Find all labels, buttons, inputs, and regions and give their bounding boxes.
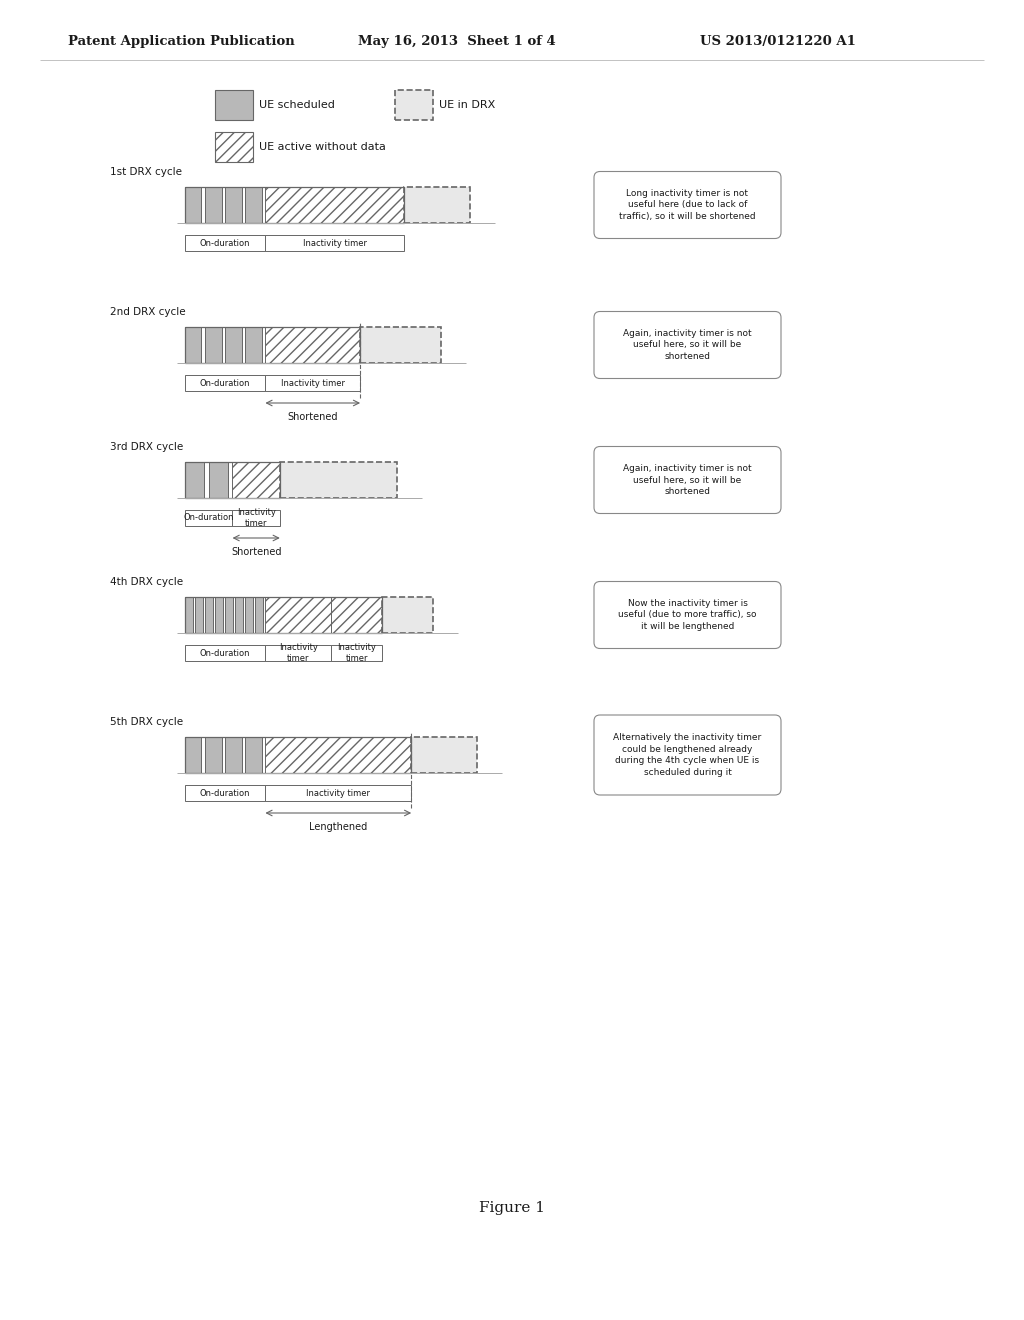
Bar — [185, 187, 202, 223]
Bar — [225, 187, 242, 223]
Bar — [245, 597, 254, 634]
Text: Alternatively the inactivity timer
could be lengthened already
during the 4th cy: Alternatively the inactivity timer could… — [613, 733, 762, 777]
Bar — [209, 462, 228, 498]
Bar — [265, 375, 360, 391]
Text: May 16, 2013  Sheet 1 of 4: May 16, 2013 Sheet 1 of 4 — [358, 36, 556, 49]
Bar — [232, 462, 280, 498]
Text: Inactivity
timer: Inactivity timer — [337, 643, 376, 663]
Bar — [265, 187, 404, 223]
Bar — [205, 737, 221, 774]
Bar — [185, 327, 202, 363]
Text: Inactivity
timer: Inactivity timer — [279, 643, 317, 663]
Bar — [395, 90, 433, 120]
Bar — [215, 597, 223, 634]
Text: Shortened: Shortened — [231, 546, 282, 557]
Text: 3rd DRX cycle: 3rd DRX cycle — [110, 442, 183, 451]
Text: 2nd DRX cycle: 2nd DRX cycle — [110, 308, 185, 317]
Bar — [280, 462, 396, 498]
Text: Inactivity timer: Inactivity timer — [281, 379, 345, 388]
FancyBboxPatch shape — [594, 446, 781, 513]
Text: Lengthened: Lengthened — [309, 822, 368, 832]
Bar — [360, 327, 440, 363]
Text: On-duration: On-duration — [200, 239, 251, 248]
Text: UE scheduled: UE scheduled — [259, 100, 335, 110]
Text: Shortened: Shortened — [288, 412, 338, 422]
Bar — [185, 187, 404, 223]
Text: Patent Application Publication: Patent Application Publication — [68, 36, 295, 49]
Bar — [255, 597, 263, 634]
Bar — [185, 597, 382, 634]
Text: Inactivity timer: Inactivity timer — [303, 239, 367, 248]
Bar — [265, 645, 331, 661]
Text: Long inactivity timer is not
useful here (due to lack of
traffic), so it will be: Long inactivity timer is not useful here… — [620, 189, 756, 222]
Bar — [185, 375, 265, 391]
Bar — [265, 235, 404, 251]
Bar — [265, 597, 331, 634]
Bar — [185, 785, 265, 801]
Text: US 2013/0121220 A1: US 2013/0121220 A1 — [700, 36, 856, 49]
Text: Inactivity timer: Inactivity timer — [306, 788, 371, 797]
FancyBboxPatch shape — [594, 582, 781, 648]
Text: 1st DRX cycle: 1st DRX cycle — [110, 168, 182, 177]
Bar — [185, 462, 280, 498]
FancyBboxPatch shape — [594, 172, 781, 239]
Bar — [185, 737, 202, 774]
Bar — [205, 597, 213, 634]
Bar — [245, 187, 262, 223]
Bar — [185, 645, 265, 661]
Bar — [245, 737, 262, 774]
Bar — [215, 90, 253, 120]
Bar — [265, 737, 412, 774]
Bar — [195, 597, 204, 634]
Text: On-duration: On-duration — [200, 379, 251, 388]
Text: UE in DRX: UE in DRX — [439, 100, 496, 110]
Text: Figure 1: Figure 1 — [479, 1201, 545, 1214]
Text: Again, inactivity timer is not
useful here, so it will be
shortened: Again, inactivity timer is not useful he… — [624, 329, 752, 362]
Bar — [225, 327, 242, 363]
Bar — [205, 187, 221, 223]
Bar — [265, 327, 360, 363]
Text: Inactivity
timer: Inactivity timer — [237, 508, 275, 528]
Bar — [404, 187, 470, 223]
Bar — [205, 327, 221, 363]
Bar — [185, 597, 194, 634]
Bar — [236, 597, 244, 634]
FancyBboxPatch shape — [594, 715, 781, 795]
Bar — [185, 327, 360, 363]
Bar — [185, 737, 412, 774]
Bar — [185, 462, 205, 498]
Bar — [185, 235, 265, 251]
Text: On-duration: On-duration — [200, 648, 251, 657]
Text: On-duration: On-duration — [200, 788, 251, 797]
FancyBboxPatch shape — [594, 312, 781, 379]
Text: Again, inactivity timer is not
useful here, so it will be
shortened: Again, inactivity timer is not useful he… — [624, 463, 752, 496]
Bar — [382, 597, 433, 634]
Bar — [412, 737, 477, 774]
Bar — [215, 132, 253, 162]
Bar — [185, 510, 232, 525]
Bar — [232, 510, 280, 525]
Bar — [225, 737, 242, 774]
Text: UE active without data: UE active without data — [259, 143, 386, 152]
Bar — [331, 645, 382, 661]
Bar — [331, 597, 382, 634]
Text: 5th DRX cycle: 5th DRX cycle — [110, 717, 183, 727]
Text: 4th DRX cycle: 4th DRX cycle — [110, 577, 183, 587]
Bar — [265, 785, 412, 801]
Text: On-duration: On-duration — [183, 513, 233, 523]
Bar — [225, 597, 233, 634]
Bar — [245, 327, 262, 363]
Text: Now the inactivity timer is
useful (due to more traffic), so
it will be lengthen: Now the inactivity timer is useful (due … — [618, 599, 757, 631]
